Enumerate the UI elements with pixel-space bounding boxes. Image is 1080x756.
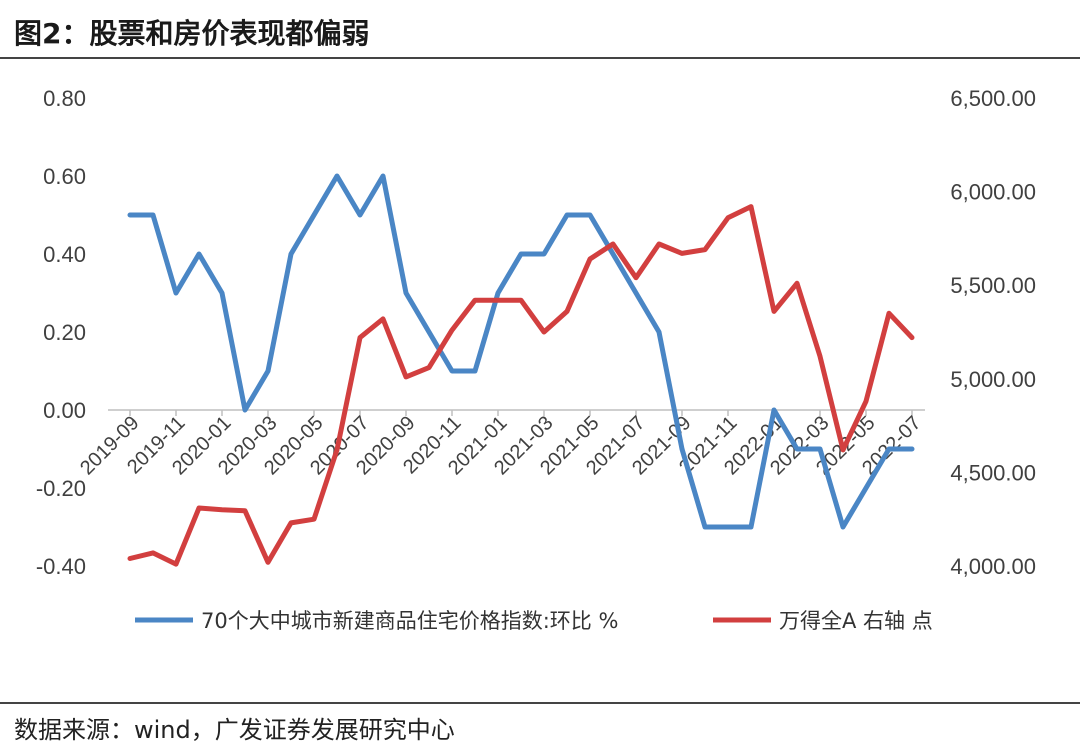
series-line-1	[127, 173, 915, 530]
legend-label-1: 70个大中城市新建商品住宅价格指数:环比 %	[201, 609, 618, 633]
right-axis-tick-label: 4,000.00	[950, 554, 1036, 579]
line-chart: 0.800.600.400.200.00-0.20-0.40 6,500.006…	[36, 86, 1036, 633]
left-axis-tick-label: 0.60	[43, 164, 86, 189]
left-axis-tick-label: 0.00	[43, 398, 86, 423]
right-axis-tick-label: 6,500.00	[950, 86, 1036, 111]
legend-label-2: 万得全A 右轴 点	[779, 609, 933, 633]
left-axis-tick-label: -0.20	[36, 476, 86, 501]
right-axis-tick-label: 6,000.00	[950, 180, 1036, 205]
top-rule	[0, 57, 1080, 59]
chart-title: 图2：股票和房价表现都偏弱	[14, 17, 370, 50]
x-axis-ticks: 2019-092019-112020-012020-032020-052020-…	[76, 410, 926, 479]
series-line-2	[127, 204, 915, 567]
right-axis-tick-label: 5,500.00	[950, 273, 1036, 298]
right-axis-tick-label: 4,500.00	[950, 460, 1036, 485]
legend: 70个大中城市新建商品住宅价格指数:环比 % 万得全A 右轴 点	[135, 609, 933, 633]
left-axis-tick-label: 0.80	[43, 86, 86, 111]
left-axis-ticks: 0.80 0.60 0.40 0.20 0.00 -0.20 -0.40	[36, 86, 86, 579]
bottom-rule	[0, 702, 1080, 704]
source-note: 数据来源：wind，广发证券发展研究中心	[14, 716, 455, 744]
left-axis-tick-label: 0.20	[43, 320, 86, 345]
left-axis-tick-label: 0.40	[43, 242, 86, 267]
series-lines	[127, 173, 915, 567]
left-axis-tick-label: -0.40	[36, 554, 86, 579]
right-axis-ticks: 6,500.00 6,000.00 5,500.00 5,000.00 4,500.00…	[950, 86, 1036, 579]
right-axis-tick-label: 5,000.00	[950, 367, 1036, 392]
